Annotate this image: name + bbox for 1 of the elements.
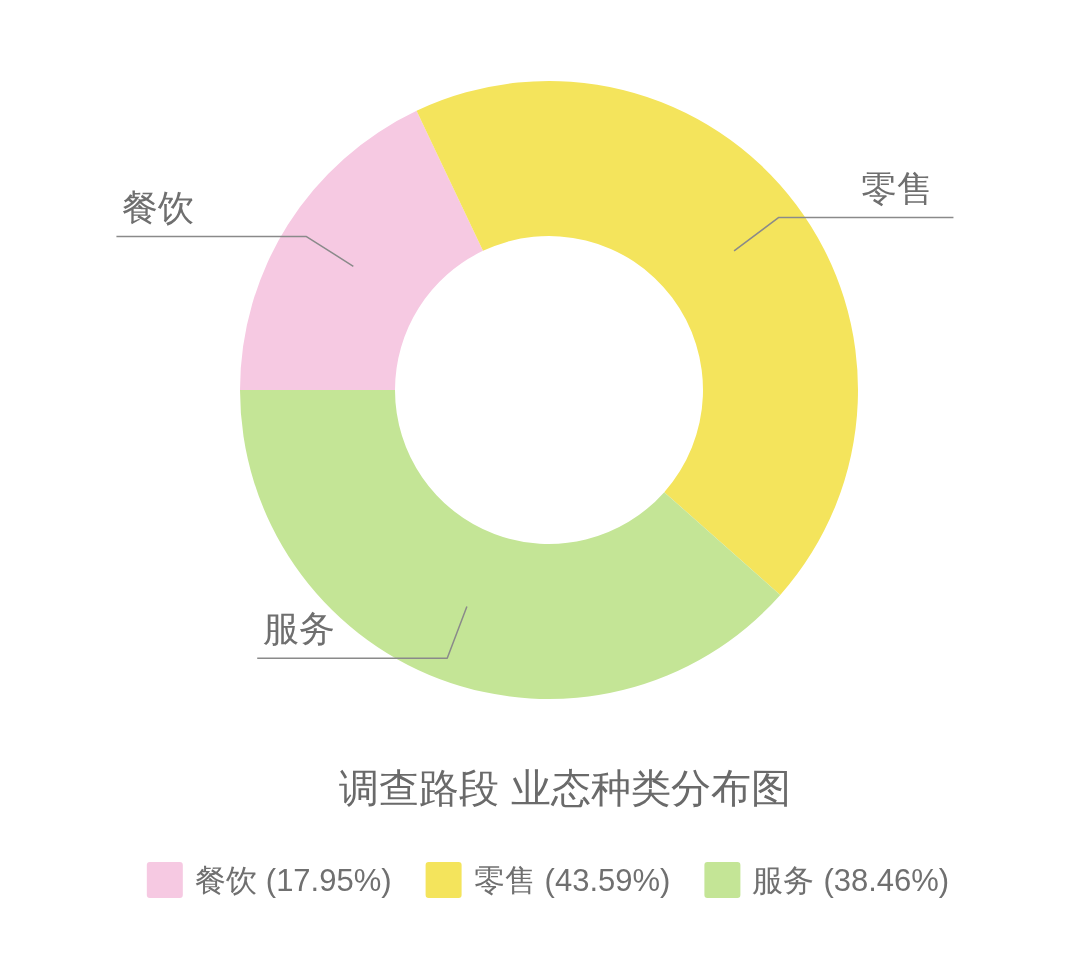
title: 调查路段 业态种类分布图 — [339, 766, 791, 810]
